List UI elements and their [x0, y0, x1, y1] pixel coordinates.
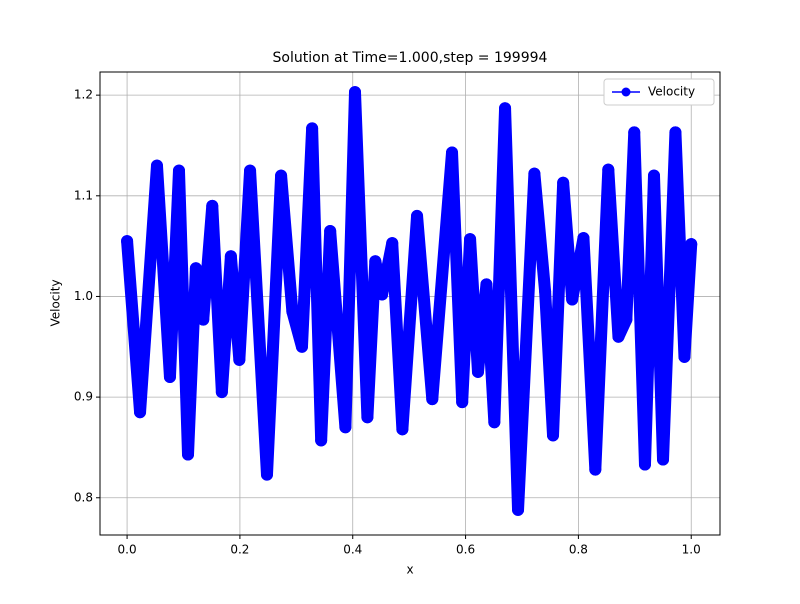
ticks: 0.0 0.2 0.4 0.6 0.8 1.0 0.8 0.9 1.0 1.1 1.2 [74, 88, 701, 557]
x-tick-label: 0.4 [343, 543, 362, 557]
chart-title: Solution at Time=1.000,step = 199994 [273, 50, 548, 66]
data-point [411, 209, 424, 222]
data-point [386, 237, 399, 250]
data-point [669, 126, 682, 139]
data-point [557, 176, 570, 189]
y-tick-label: 0.9 [74, 390, 93, 404]
data-point [396, 423, 409, 436]
y-tick-label: 1.2 [74, 88, 93, 102]
x-tick-label: 0.6 [456, 543, 475, 557]
data-point [464, 233, 477, 246]
y-tick-label: 1.0 [74, 289, 93, 303]
x-tick-label: 1.0 [682, 543, 701, 557]
data-point [566, 293, 579, 306]
data-point [215, 386, 228, 399]
data-point [182, 448, 195, 461]
data-point [376, 288, 389, 301]
data-point [426, 393, 439, 406]
data-point [647, 169, 660, 182]
x-tick-label: 0.0 [118, 543, 137, 557]
y-tick-label: 0.8 [74, 490, 93, 504]
series-line [121, 86, 698, 516]
data-point [150, 159, 163, 172]
data-point [306, 122, 319, 135]
data-point [602, 163, 615, 176]
data-point [589, 463, 602, 476]
data-point [512, 503, 525, 516]
data-point [275, 169, 288, 182]
data-point [547, 429, 560, 442]
data-point [260, 468, 273, 481]
data-point [577, 232, 590, 245]
data-point [286, 305, 299, 318]
data-point [638, 458, 651, 471]
x-tick-label: 0.2 [230, 543, 249, 557]
data-point [539, 285, 552, 298]
legend-label: Velocity [648, 85, 695, 99]
data-point [678, 350, 691, 363]
data-point [488, 416, 501, 429]
y-axis-label: Velocity [49, 279, 63, 326]
data-point [628, 126, 641, 139]
data-point [315, 434, 328, 447]
data-point [620, 313, 633, 326]
data-point [348, 86, 361, 99]
legend-box [603, 78, 715, 106]
data-point [224, 250, 237, 263]
legend: Velocity [603, 78, 715, 106]
data-point [471, 365, 484, 378]
data-point [456, 396, 469, 409]
data-point [369, 255, 382, 268]
x-tick-label: 0.8 [569, 543, 588, 557]
data-point [528, 167, 541, 180]
x-axis-label: x [406, 563, 413, 577]
data-point [172, 164, 185, 177]
data-point [324, 225, 337, 238]
data-point [339, 421, 352, 434]
data-point [612, 330, 625, 343]
data-point [206, 199, 219, 212]
data-point [233, 353, 246, 366]
data-point [657, 453, 670, 466]
y-tick-label: 1.1 [74, 188, 93, 202]
data-point [499, 102, 512, 115]
data-point [295, 340, 308, 353]
data-point [163, 370, 176, 383]
data-point [361, 411, 374, 424]
axes-frame [99, 71, 721, 536]
data-point [121, 235, 134, 248]
data-point [685, 238, 698, 251]
data-point [134, 406, 147, 419]
plot-area [121, 86, 698, 516]
data-point [446, 146, 459, 159]
data-point [189, 262, 202, 275]
data-point [244, 164, 257, 177]
data-point [480, 278, 493, 291]
legend-marker [621, 87, 631, 97]
data-point [197, 313, 210, 326]
